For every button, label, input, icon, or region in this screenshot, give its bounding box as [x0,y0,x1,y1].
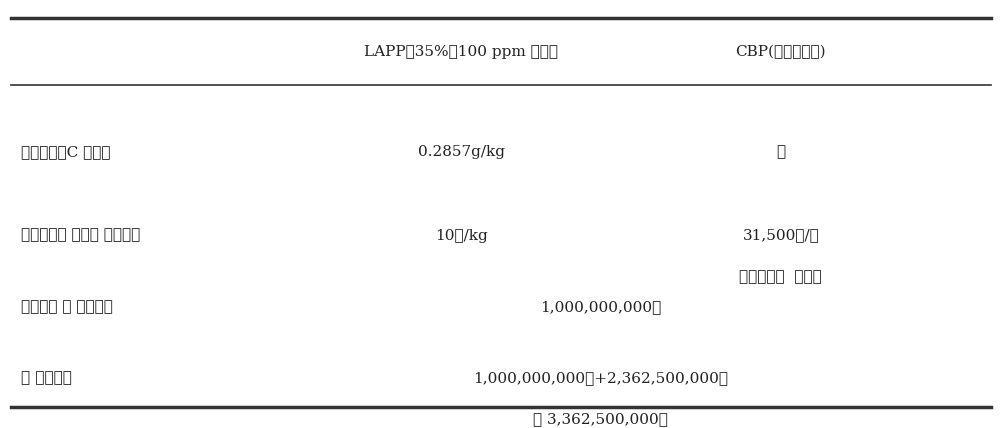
Text: 1,000,000,000원: 1,000,000,000원 [540,300,661,314]
Text: （폐기처리  비용）: （폐기처리 비용） [739,270,823,285]
Text: 0.2857g/kg: 0.2857g/kg [418,145,505,159]
Text: ＝ 3,362,500,000원: ＝ 3,362,500,000원 [533,413,668,427]
Text: LAPP（35%，100 ppm 첨가）: LAPP（35%，100 ppm 첨가） [364,45,558,59]
Text: 완전대체 시 절감비용: 완전대체 시 절감비용 [21,300,113,314]
Text: 합성비타민C 사용량: 합성비타민C 사용량 [21,145,111,159]
Text: 31,500원/톤: 31,500원/톤 [742,229,820,243]
Text: 감귤착즙박 대체시 절감비용: 감귤착즙박 대체시 절감비용 [21,229,140,243]
Text: 1,000,000,000원+2,362,500,000원: 1,000,000,000원+2,362,500,000원 [473,371,728,385]
Text: 10원/kg: 10원/kg [435,229,487,243]
Text: －: － [777,145,786,159]
Text: CBP(감귤착즙박): CBP(감귤착즙박) [735,45,826,59]
Text: 총 절감비용: 총 절감비용 [21,371,72,385]
